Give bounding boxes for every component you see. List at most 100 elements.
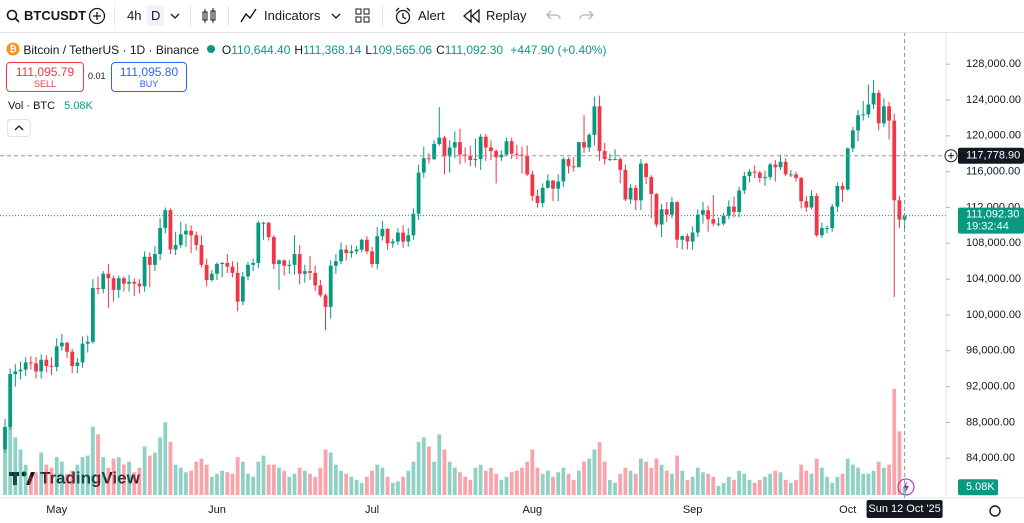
indicators-menu[interactable]: [331, 11, 341, 21]
interval[interactable]: 4h: [127, 8, 142, 23]
volume-bar: [535, 467, 540, 495]
volume-bar: [799, 464, 804, 495]
candle-body: [551, 180, 555, 189]
volume-bar: [49, 467, 54, 495]
volume-bar: [463, 476, 468, 495]
volume-bar: [716, 485, 721, 495]
volume-bar: [302, 470, 307, 495]
volume-bar: [499, 479, 504, 495]
add-symbol[interactable]: [88, 7, 106, 25]
volume-bar: [116, 457, 121, 495]
candle-body: [556, 181, 561, 189]
volume-bar: [406, 470, 411, 495]
volume-bar: [732, 479, 736, 495]
candle-body: [427, 158, 431, 160]
volume-bar: [897, 431, 902, 495]
candle-body: [85, 341, 90, 344]
volume-bar: [163, 422, 168, 495]
candle-body: [587, 134, 592, 148]
candle-body: [75, 362, 80, 367]
volume-bar: [199, 458, 204, 495]
candle-body: [204, 264, 209, 281]
candle-body: [871, 92, 876, 105]
y-tick-label: 108,000.00: [966, 237, 1021, 249]
volume-bar: [571, 479, 576, 495]
volume-bar: [545, 470, 550, 495]
redo[interactable]: [578, 9, 594, 23]
candle-body: [65, 342, 69, 352]
candle-body: [282, 260, 287, 266]
volume-bar: [530, 449, 535, 495]
volume-bar: [370, 470, 374, 495]
watermark: TradingView: [40, 468, 141, 487]
undo[interactable]: [546, 9, 562, 23]
volume-bar: [602, 461, 607, 495]
candle-body: [592, 106, 597, 135]
volume-bar: [194, 461, 199, 495]
volume-bar: [587, 458, 592, 495]
indicators[interactable]: Indicators: [264, 8, 321, 23]
candle-body: [225, 263, 230, 267]
candle-body: [737, 190, 742, 212]
candle-body: [845, 148, 850, 190]
volume-bar: [726, 476, 731, 495]
volume-bar: [44, 464, 49, 495]
candle-body: [421, 158, 426, 173]
volume-bar: [225, 472, 230, 495]
candle-body: [685, 236, 690, 242]
candle-body: [540, 187, 545, 204]
volume-bar: [902, 487, 907, 495]
candle-body: [458, 142, 462, 155]
volume-bar: [670, 473, 674, 495]
replay[interactable]: Replay: [486, 8, 527, 23]
candle-body: [13, 371, 18, 375]
volume-bar: [597, 441, 602, 495]
ohlc-value: 111,368.14: [303, 43, 362, 57]
candle-body: [452, 142, 457, 148]
interval-menu[interactable]: [170, 11, 180, 21]
volume-bar: [768, 473, 773, 495]
volume-bar: [282, 470, 287, 495]
ohlc-label: O: [221, 43, 232, 57]
candle-body: [90, 288, 95, 342]
legend-row: ₿ Bitcoin / TetherUS · 1D · Binance O110…: [6, 42, 606, 57]
collapse-legend[interactable]: [7, 119, 31, 137]
interval-active[interactable]: D: [147, 5, 165, 26]
symbol[interactable]: BTCUSDT: [24, 8, 87, 23]
y-tick-label: 104,000.00: [966, 273, 1021, 285]
sell-button[interactable]: 111,095.79 SELL: [6, 62, 84, 92]
alert[interactable]: Alert: [418, 8, 445, 23]
candle-body: [773, 164, 778, 168]
volume-bar: [142, 446, 147, 495]
candle-body: [111, 278, 116, 290]
candle-body: [690, 232, 695, 242]
candle-body: [530, 174, 535, 196]
candle-body: [654, 194, 659, 225]
chart-type[interactable]: [201, 7, 217, 25]
candle-body: [406, 235, 411, 242]
buy-button[interactable]: 111,095.80 BUY: [111, 62, 187, 92]
volume-bar: [809, 473, 814, 495]
settings-icon[interactable]: [989, 505, 1001, 517]
candle-body: [861, 114, 866, 116]
volume-bar: [473, 467, 478, 495]
candle-body: [768, 164, 773, 178]
candle-body: [809, 195, 814, 208]
candle-body: [416, 172, 421, 214]
volume-bar: [411, 461, 416, 495]
candle-body: [178, 234, 183, 246]
candle-body: [726, 206, 731, 216]
candle-body: [80, 343, 85, 363]
volume-bar: [28, 476, 33, 495]
candle-body: [194, 235, 199, 246]
volume-bar: [266, 464, 271, 495]
volume-bar: [390, 482, 395, 495]
layouts[interactable]: [355, 8, 371, 24]
candle-body: [163, 210, 168, 229]
candle-body: [246, 264, 250, 277]
volume-bar: [85, 455, 90, 495]
volume-bar: [882, 467, 886, 495]
volume-bar: [23, 464, 28, 495]
legend-title: Bitcoin / TetherUS · 1D · Binance: [23, 43, 200, 57]
